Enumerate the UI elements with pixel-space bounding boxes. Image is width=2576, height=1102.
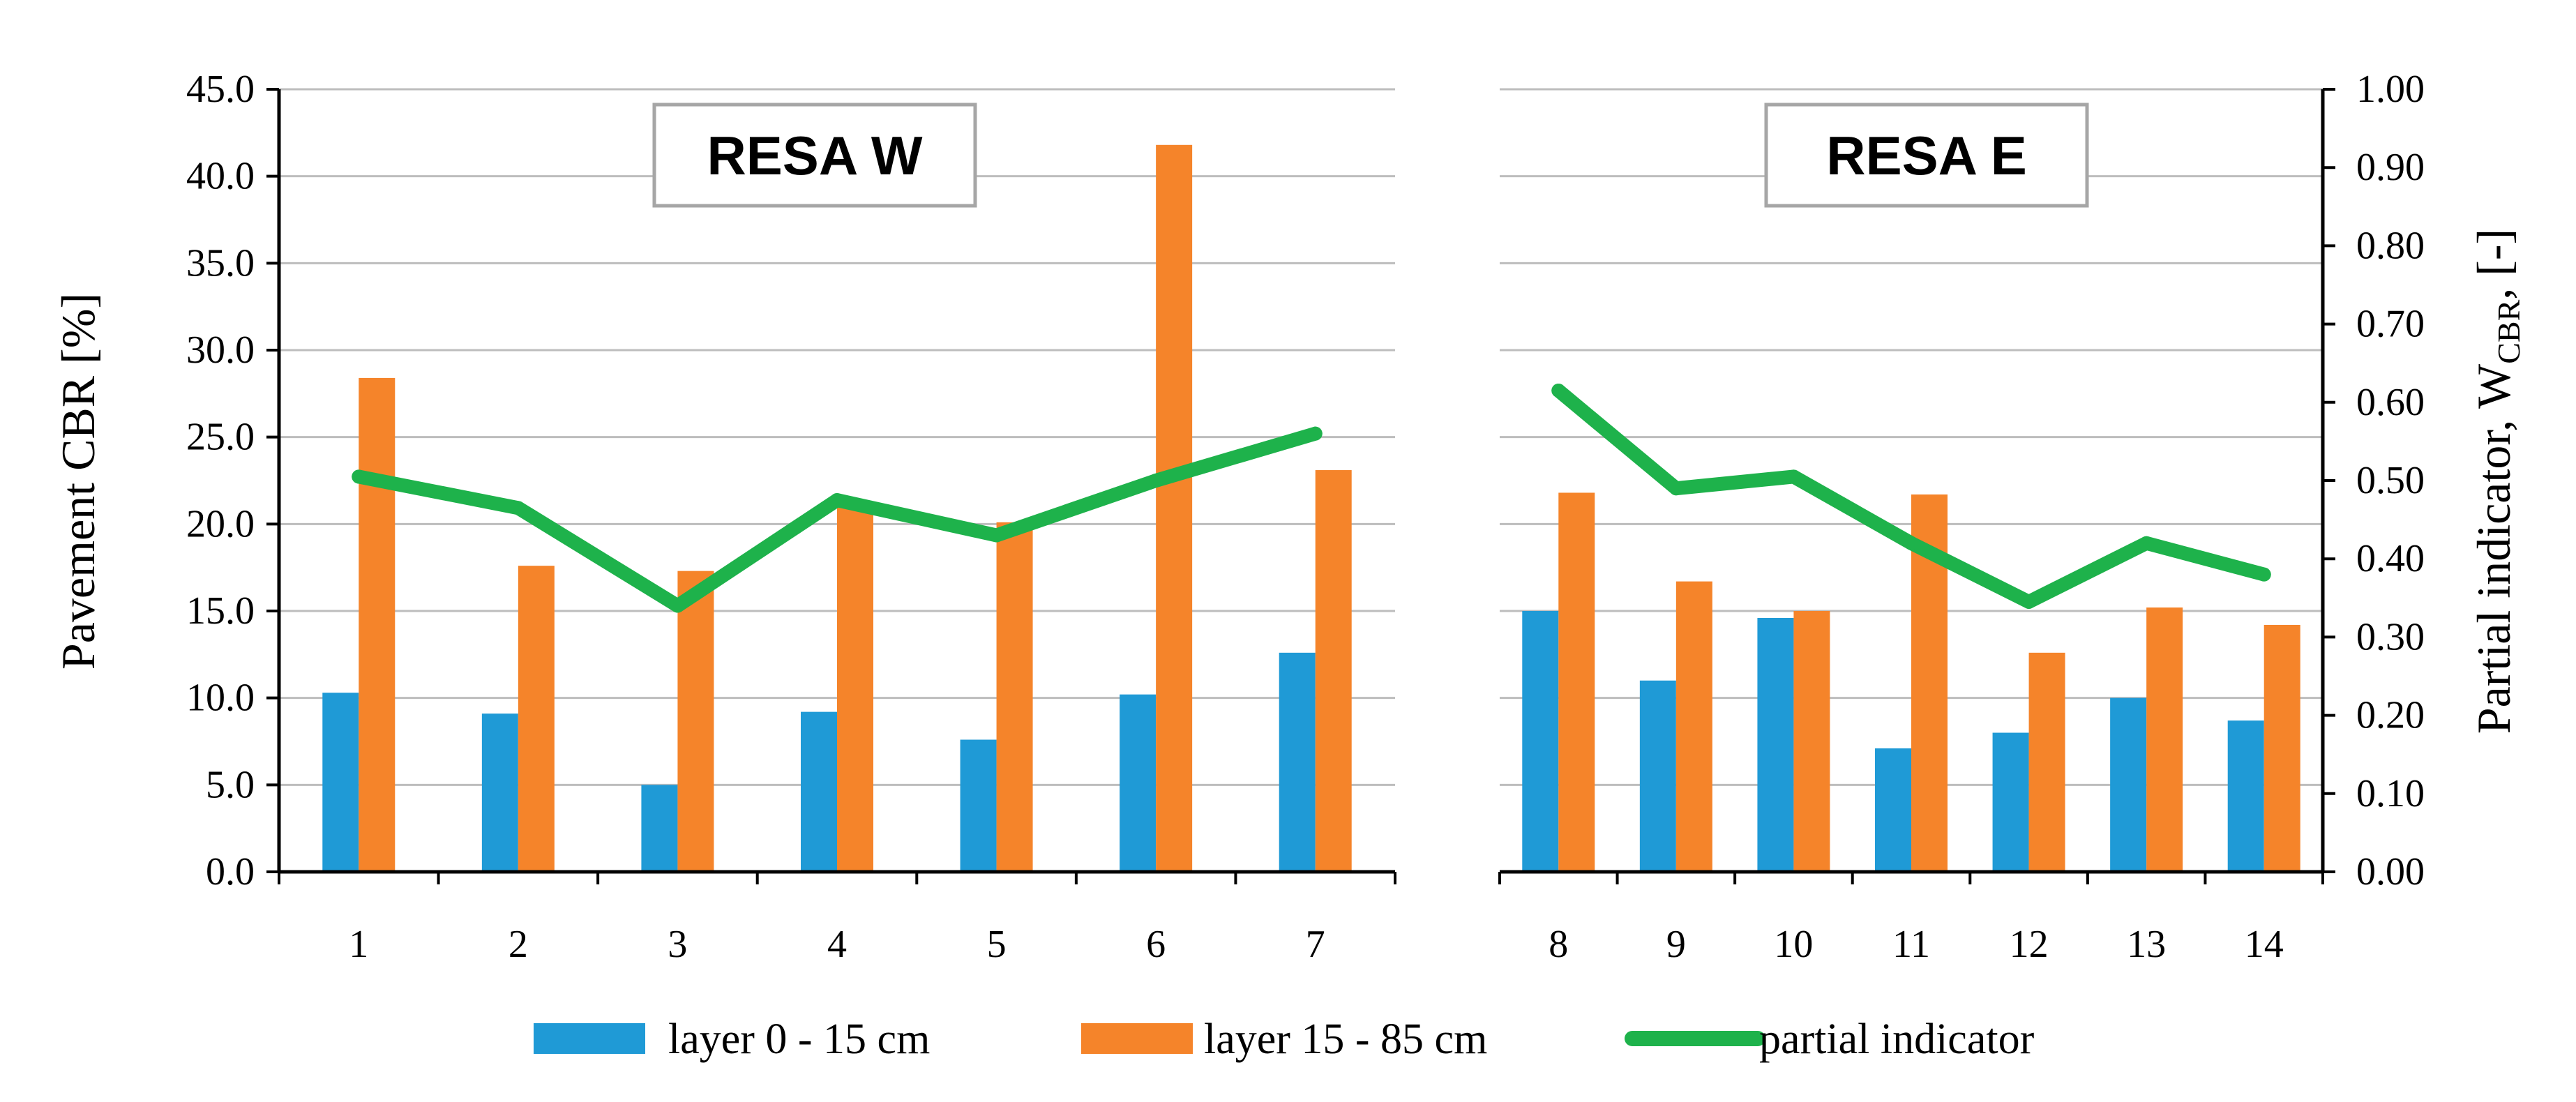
x-tick-label: 3 — [668, 923, 687, 966]
bar-layer-top — [801, 711, 837, 872]
indicator-point — [511, 501, 525, 515]
x-tick-label: 12 — [2010, 923, 2049, 966]
indicator-point — [1551, 383, 1566, 398]
indicator-point — [2021, 594, 2036, 609]
bar-layer-top — [1875, 748, 1911, 872]
x-tick-label: 7 — [1306, 923, 1325, 966]
bar-layer-top — [1522, 611, 1559, 872]
x-tick-label: 4 — [827, 923, 847, 966]
bar-layer-top — [641, 785, 678, 872]
y2-tick-label: 0.60 — [2356, 381, 2425, 424]
indicator-point — [352, 469, 366, 484]
legend: layer 0 - 15 cm layer 15 - 85 cm partial… — [534, 1016, 2035, 1063]
x-tick-label: 10 — [1774, 923, 1813, 966]
bar-layer-bottom — [677, 571, 714, 872]
bar-layer-top — [1120, 694, 1157, 872]
indicator-point — [670, 598, 685, 613]
bar-layer-top — [1279, 652, 1316, 872]
tick-labels: 0.0 5.0 10.0 15.0 20.0 25.0 30.0 35.0 40.0 45.0 0.… — [186, 68, 2425, 966]
legend-label-indicator: partial indicator — [1759, 1016, 2035, 1063]
y2-tick-label: 0.50 — [2356, 459, 2425, 502]
panel-title: RESA E — [1826, 125, 2027, 186]
y2-tick-label: 0.40 — [2356, 537, 2425, 580]
legend-label-layer-top: layer 0 - 15 cm — [668, 1016, 930, 1063]
y-tick-label: 25.0 — [186, 416, 255, 459]
x-tick-label: 1 — [349, 923, 368, 966]
indicator-point — [830, 493, 844, 508]
y2-tick-label: 0.80 — [2356, 224, 2425, 267]
bar-layer-top — [481, 714, 518, 872]
bar-layer-bottom — [1315, 470, 1352, 872]
indicator-point — [1149, 474, 1163, 488]
y2-tick-label: 0.90 — [2356, 146, 2425, 189]
x-tick-label: 8 — [1549, 923, 1568, 966]
y-tick-label: 30.0 — [186, 329, 255, 372]
y-tick-label: 0.0 — [206, 850, 255, 893]
y2-tick-label: 0.70 — [2356, 303, 2425, 346]
bar-layer-top — [1992, 732, 2029, 872]
bar-layer-bottom — [518, 566, 555, 872]
y-tick-label: 15.0 — [186, 589, 255, 633]
y2-axis-title: Partial indicator, WCBR, [-] — [2467, 229, 2526, 734]
y-tick-label: 5.0 — [206, 763, 255, 806]
bar-layer-bottom — [1156, 144, 1193, 873]
bar-layer-bottom — [996, 522, 1033, 872]
panel-titles: RESA W RESA E — [652, 103, 2089, 208]
y-tick-label: 10.0 — [186, 677, 255, 720]
indicator-point — [989, 528, 1004, 543]
y-tick-label: 20.0 — [186, 502, 255, 545]
y2-axis-title-tail: , [-] — [2467, 229, 2520, 300]
bars — [322, 144, 2300, 873]
y2-tick-label: 0.00 — [2356, 850, 2425, 893]
x-tick-label: 2 — [509, 923, 528, 966]
bar-layer-bottom — [1675, 581, 1712, 872]
indicator-point — [1904, 536, 1918, 550]
x-tick-label: 9 — [1666, 923, 1686, 966]
bar-layer-top — [1639, 680, 1676, 872]
y2-tick-label: 1.00 — [2356, 68, 2425, 111]
bar-layer-bottom — [1793, 611, 1830, 872]
y2-tick-label: 0.10 — [2356, 772, 2425, 815]
bar-layer-top — [2110, 697, 2147, 872]
panel-title-box — [652, 103, 977, 208]
legend-label-layer-bottom: layer 15 - 85 cm — [1204, 1016, 1487, 1063]
indicator-point — [2257, 567, 2271, 582]
x-tick-label: 5 — [987, 923, 1007, 966]
x-tick-label: 14 — [2245, 923, 2284, 966]
bar-layer-top — [960, 739, 997, 872]
x-tick-label: 11 — [1892, 923, 1930, 966]
indicator-point — [2139, 536, 2154, 550]
y2-axis-title-main: Partial indicator, W — [2467, 363, 2520, 734]
bar-layer-bottom — [2028, 652, 2065, 872]
bar-layer-bottom — [2146, 607, 2183, 872]
bar-layer-bottom — [359, 377, 396, 872]
x-tick-label: 13 — [2127, 923, 2166, 966]
bar-layer-top — [322, 693, 359, 872]
indicator-point — [1308, 426, 1323, 441]
legend-swatch-layer-top — [534, 1023, 645, 1054]
y-tick-label: 40.0 — [186, 155, 255, 198]
axes — [266, 88, 2335, 884]
y2-axis-title-subscript: CBR — [2491, 299, 2526, 363]
y2-tick-label: 0.30 — [2356, 615, 2425, 658]
indicator-lines — [352, 383, 2271, 613]
x-tick-label: 6 — [1146, 923, 1166, 966]
bar-layer-bottom — [1558, 492, 1595, 872]
bar-layer-top — [2227, 720, 2264, 872]
legend-swatch-layer-bottom — [1081, 1023, 1193, 1054]
y-tick-label: 45.0 — [186, 68, 255, 111]
bar-layer-bottom — [2264, 624, 2300, 872]
panel-title: RESA W — [707, 125, 922, 186]
y-tick-label: 35.0 — [186, 241, 255, 285]
indicator-point — [1786, 469, 1801, 484]
bar-layer-top — [1757, 617, 1794, 872]
y2-tick-label: 0.20 — [2356, 694, 2425, 737]
y-axis-title: Pavement CBR [%] — [52, 293, 105, 670]
bar-layer-bottom — [837, 506, 873, 872]
indicator-point — [1669, 481, 1683, 496]
panel-title-box — [1764, 103, 2089, 208]
